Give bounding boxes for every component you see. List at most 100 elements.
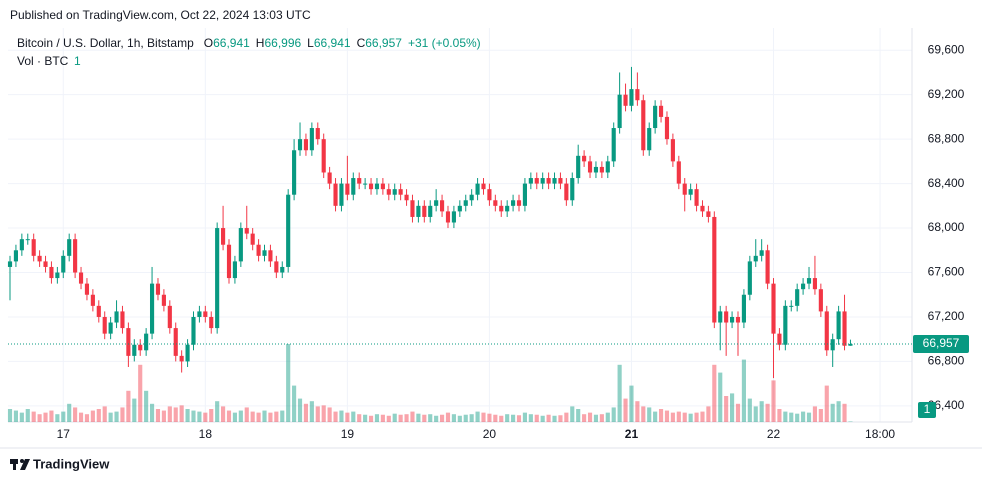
candle-body [511, 200, 516, 206]
candle-body [268, 250, 273, 262]
volume-bar [179, 405, 184, 422]
candle-body [617, 94, 622, 129]
volume-bar [534, 414, 539, 422]
volume-bar [801, 411, 806, 422]
volume-bar [274, 411, 279, 422]
candle-body [380, 183, 385, 190]
volume-bar [735, 403, 741, 422]
y-tick-label: 67,600 [928, 265, 965, 279]
candle-body [37, 255, 42, 262]
volume-bar [398, 414, 403, 422]
volume-bar [386, 415, 391, 422]
ohlc-key: O [204, 36, 213, 50]
volume-bar [493, 414, 498, 422]
candle-body [801, 283, 806, 290]
volume-bar [303, 403, 309, 422]
last-price-box [913, 334, 969, 353]
volume-bar [351, 411, 356, 422]
volume-bar [682, 412, 687, 422]
candle-body [13, 250, 19, 262]
volume-bar [108, 412, 113, 422]
volume-bar [55, 414, 60, 422]
volume-bar [149, 403, 155, 422]
volume-bar [463, 414, 468, 422]
volume-bar [67, 403, 72, 422]
volume-bar [114, 411, 119, 422]
volume-bar [327, 407, 332, 422]
candle-body [398, 189, 403, 195]
candle-body [315, 128, 320, 140]
volume-bar [558, 415, 563, 422]
y-tick-label: 69,200 [928, 87, 965, 101]
candle-body [410, 200, 415, 217]
candle-body [292, 150, 297, 195]
volume-bar [185, 409, 190, 422]
volume-bar [806, 412, 812, 422]
candle-body [61, 255, 66, 273]
candle-body [155, 283, 161, 295]
volume-bar [321, 405, 326, 422]
candle-body [345, 183, 350, 195]
brand-logo [10, 459, 30, 470]
candle-body [706, 211, 711, 217]
volume-bar [416, 413, 421, 422]
volume-bar [197, 411, 202, 422]
candle-body [274, 261, 279, 273]
volume-bar [73, 407, 78, 422]
candle-body [78, 272, 84, 284]
candle-body [179, 355, 184, 362]
volume-bar [730, 393, 735, 422]
volume-bar [155, 409, 161, 422]
candle-body [848, 343, 853, 346]
candle-body [209, 316, 214, 329]
grid [8, 28, 912, 422]
candle-body [173, 328, 178, 356]
candle-body [783, 305, 788, 345]
volume-bar [741, 359, 746, 422]
candle-body [167, 305, 172, 329]
volume-bar [84, 414, 90, 422]
volume-bar [724, 396, 729, 422]
x-tick-label: 19 [341, 427, 355, 441]
candle-body [552, 178, 557, 184]
candle-body [250, 233, 255, 245]
candle-body [327, 172, 332, 184]
volume-bar [611, 407, 616, 422]
candle-body [126, 328, 131, 356]
volume-bar [593, 414, 599, 422]
candle-body [747, 261, 752, 295]
brand-name: TradingView [33, 456, 110, 471]
candle-body [120, 311, 125, 329]
candle-body [836, 311, 841, 340]
volume-bar [31, 411, 36, 422]
y-tick-label: 66,800 [928, 354, 965, 368]
ohlc-value: 66,941 [213, 36, 250, 50]
volume-bar [209, 409, 214, 422]
candle-body [31, 239, 36, 256]
volume-bar [617, 364, 622, 422]
candle-body [777, 333, 782, 345]
volume-bar [19, 412, 24, 422]
candle-body [102, 316, 107, 334]
candle-body [540, 178, 545, 184]
volume-bar [848, 421, 853, 422]
volume-bar [824, 385, 829, 422]
volume-bar [439, 414, 445, 422]
volume-bar [132, 398, 137, 422]
candle-body [161, 294, 166, 306]
volume-bar [13, 410, 19, 422]
candle-body [765, 250, 770, 284]
volume-bar [297, 398, 303, 422]
candle-body [262, 250, 267, 256]
candle-body [203, 311, 208, 317]
ohlc-key: L [307, 36, 314, 50]
candle-body [256, 244, 261, 256]
volume-bar [576, 409, 581, 422]
candle-body [321, 139, 326, 173]
volume-bar [410, 411, 415, 422]
candle-body [434, 200, 439, 206]
candle-body [582, 155, 587, 162]
candle-body [185, 344, 190, 362]
volume-bar [528, 414, 533, 422]
